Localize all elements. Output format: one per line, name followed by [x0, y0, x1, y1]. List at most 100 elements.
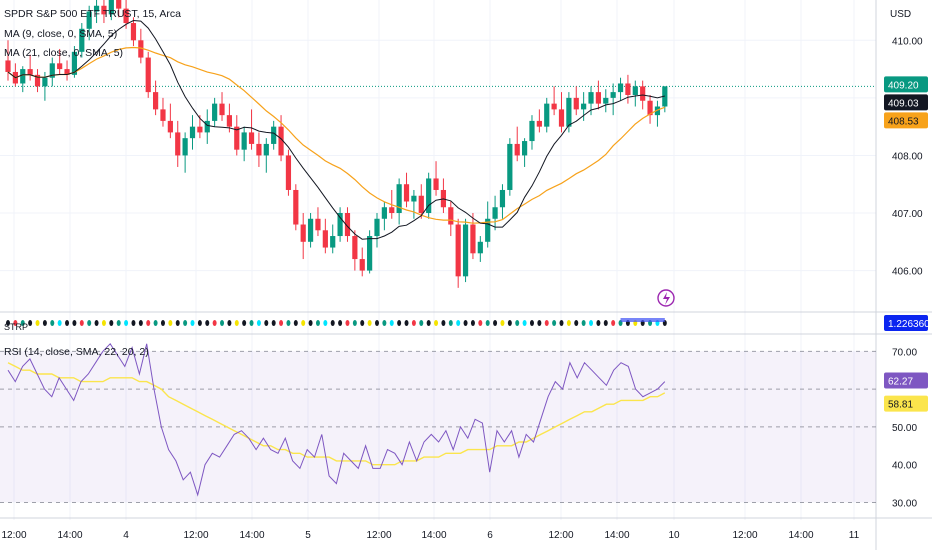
strp-value-label: 1.2263607 — [888, 319, 932, 330]
candle-body — [330, 236, 336, 248]
time-tick-label: 11 — [849, 530, 860, 541]
strp-dot — [28, 320, 33, 326]
strp-dot — [6, 320, 10, 326]
candle-body — [5, 60, 11, 72]
candle-body — [352, 236, 358, 260]
strp-dot — [101, 320, 106, 326]
price-labels: 409.20 409.03 408.53 1.2263607 62.27 58.81 — [884, 76, 932, 412]
candle-body — [322, 230, 328, 248]
candle-body — [485, 218, 491, 242]
candle-body — [433, 178, 439, 190]
candle-body — [359, 259, 365, 271]
strp-dot — [485, 320, 490, 326]
rsi-sma-value-label: 58.81 — [888, 400, 913, 411]
candle-body — [300, 224, 306, 242]
ma21-value-label-bg — [884, 112, 928, 129]
strp-dot — [79, 320, 84, 326]
candle-body — [477, 241, 483, 254]
ma9-value-label-bg — [884, 94, 928, 111]
strp-dot — [529, 320, 534, 326]
candle-body — [344, 213, 351, 237]
last-price-label: 409.20 — [888, 80, 919, 91]
flash-icon — [663, 292, 670, 305]
candle-body — [418, 195, 424, 214]
candle-body — [57, 63, 63, 70]
time-tick-label: 14:00 — [421, 530, 446, 541]
strp-dot — [116, 320, 121, 326]
strp-dot — [205, 320, 210, 326]
candle-body — [529, 120, 535, 142]
strp-dot — [470, 320, 475, 326]
strp-dot — [124, 320, 129, 326]
time-tick-label: 14:00 — [239, 530, 264, 541]
strp-dot — [338, 320, 343, 326]
candlestick-series[interactable] — [5, 0, 668, 288]
candle-body — [271, 126, 277, 144]
candle-body — [522, 141, 528, 156]
candle-body — [507, 143, 513, 190]
strp-highlight — [620, 318, 665, 322]
ma9-legend[interactable]: MA (9, close, 0, SMA, 5) — [4, 28, 118, 40]
strp-dot — [264, 320, 269, 326]
strp-dot — [249, 320, 254, 326]
candle-body — [610, 92, 616, 98]
strp-dot — [448, 320, 453, 326]
strp-dot — [493, 320, 498, 326]
strp-dot — [522, 320, 527, 326]
candle-body — [654, 106, 661, 116]
strp-dot — [308, 320, 313, 326]
candle-body — [108, 0, 114, 15]
candle-body — [381, 207, 387, 219]
strp-dot — [426, 320, 431, 326]
candle-body — [27, 69, 33, 75]
rsi-tick-label: 30.00 — [892, 498, 917, 509]
strp-dot — [20, 320, 25, 326]
flash-event-marker[interactable] — [657, 289, 675, 307]
candle-body — [234, 126, 240, 150]
strp-dot — [234, 320, 239, 326]
rsi-value-label: 62.27 — [888, 377, 913, 388]
time-tick-label: 12:00 — [366, 530, 391, 541]
currency-label[interactable]: USD — [890, 9, 912, 20]
strp-dot — [160, 320, 165, 326]
strp-dot — [581, 320, 586, 326]
strp-dot — [256, 320, 261, 326]
strp-dot — [279, 320, 284, 326]
strp-dot — [441, 320, 446, 326]
strp-dot — [434, 320, 439, 326]
candle-body — [285, 155, 292, 190]
candle-body — [93, 5, 100, 12]
candle-body — [403, 184, 410, 202]
strp-dot — [197, 320, 202, 326]
strp-dot — [323, 320, 328, 326]
candle-body — [130, 23, 137, 41]
rsi-sma-line — [7, 362, 666, 466]
strp-dot — [146, 320, 151, 326]
candle-body — [367, 236, 373, 271]
strp-dot — [131, 320, 136, 326]
candle-body — [514, 143, 520, 156]
strp-dot — [397, 320, 402, 326]
strp-dot — [411, 320, 416, 326]
chart-title[interactable]: SPDR S&P 500 ETF TRUST, 15, Arca — [4, 8, 182, 20]
candle-body — [160, 109, 166, 121]
candle-body — [71, 51, 78, 75]
candle-body — [640, 86, 646, 101]
strp-dot — [367, 320, 372, 326]
candle-body — [588, 92, 594, 104]
rsi-band-area — [0, 350, 876, 503]
strp-dot — [574, 320, 579, 326]
candle-body — [411, 195, 417, 202]
strp-dot — [603, 320, 608, 326]
candle-body — [263, 143, 269, 156]
ma21-legend[interactable]: MA (21, close, 0, SMA, 5) — [4, 47, 124, 59]
rsi-legend[interactable]: RSI (14, close, SMA, 22, 20, 2) — [4, 346, 149, 358]
ma21-line — [7, 46, 666, 224]
price-tick-label: 406.00 — [892, 267, 923, 278]
candle-body — [536, 120, 542, 127]
strp-dot — [42, 320, 47, 326]
strp-dot — [72, 320, 77, 326]
rsi-line — [7, 343, 666, 497]
